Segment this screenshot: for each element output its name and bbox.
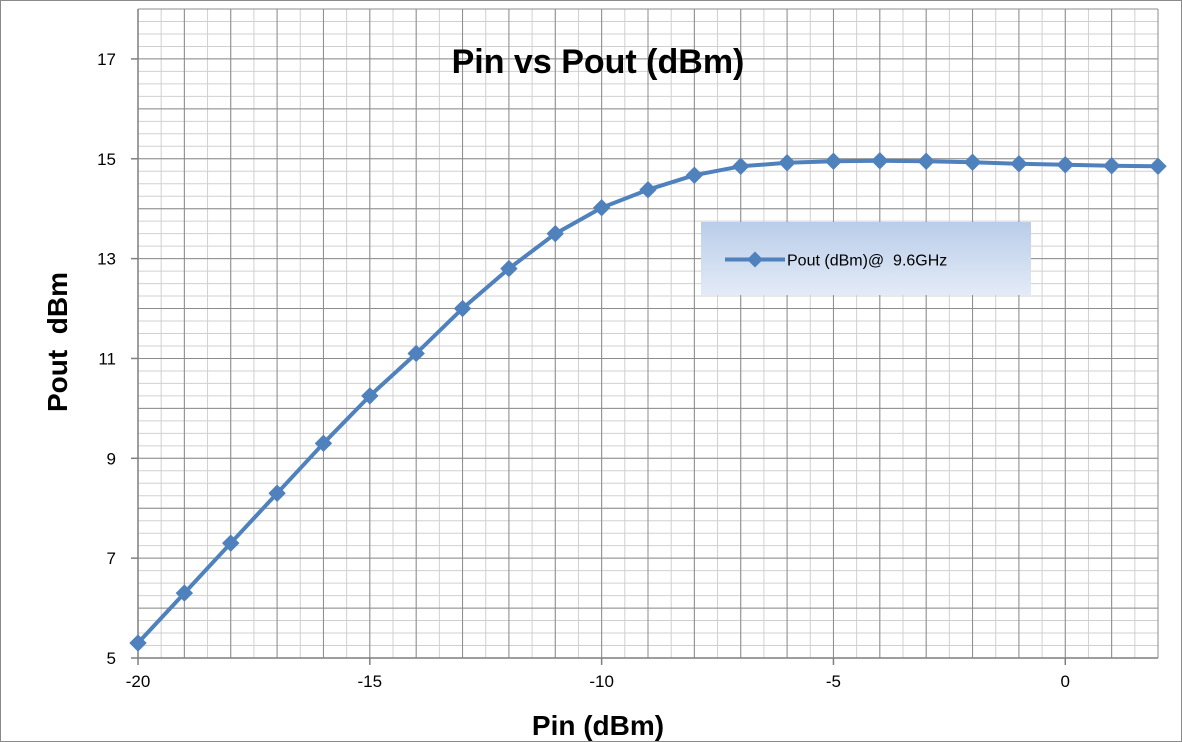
data-point-marker xyxy=(500,259,518,278)
data-point-marker xyxy=(824,152,843,170)
data-point-marker xyxy=(222,534,240,552)
tick-labels-layer: 5 7 9 11 13 15 17 -20 -15 -10 -5 0 xyxy=(97,50,1070,691)
legend-marker-swatch xyxy=(747,251,763,268)
data-point-marker xyxy=(314,434,333,453)
data-point-marker xyxy=(1056,156,1074,174)
legend: Pout (dBm)@ 9.6GHz xyxy=(701,222,1031,295)
axes-layer xyxy=(131,9,1158,665)
x-tick-label: -15 xyxy=(358,672,383,691)
data-point-marker xyxy=(871,152,889,170)
legend-label: Pout (dBm)@ 9.6GHz xyxy=(787,253,947,270)
x-tick-label: -5 xyxy=(826,672,841,691)
data-point-marker xyxy=(963,153,982,171)
y-axis-title: Pout dBm xyxy=(42,272,73,412)
data-point-marker xyxy=(129,634,147,652)
data-point-marker xyxy=(685,166,704,184)
data-point-marker xyxy=(1010,155,1028,173)
data-point-marker xyxy=(917,152,935,170)
data-point-marker xyxy=(546,224,564,243)
data-point-marker xyxy=(361,387,379,405)
y-tick-label: 11 xyxy=(98,349,116,368)
data-point-marker xyxy=(592,198,611,217)
y-tick-label: 15 xyxy=(97,150,116,169)
y-tick-label: 17 xyxy=(97,50,116,69)
x-tick-label: -10 xyxy=(589,672,614,691)
data-point-marker xyxy=(1149,157,1167,175)
series-layer xyxy=(129,152,1167,652)
x-axis-title: Pin (dBm) xyxy=(532,710,664,741)
data-point-marker xyxy=(778,154,796,172)
chart-title: Pin vs Pout (dBm) xyxy=(452,43,745,81)
x-tick-label: 0 xyxy=(1061,672,1070,691)
data-point-marker xyxy=(639,181,657,199)
y-tick-label: 13 xyxy=(97,250,116,269)
data-point-marker xyxy=(453,299,472,318)
data-point-marker xyxy=(268,484,286,502)
y-tick-label: 7 xyxy=(107,549,116,568)
grid-layer xyxy=(137,8,1159,659)
y-tick-label: 5 xyxy=(107,649,116,668)
data-point-marker xyxy=(1102,157,1121,175)
data-point-marker xyxy=(732,157,750,175)
x-tick-label: -20 xyxy=(126,672,151,691)
data-point-marker xyxy=(175,584,194,602)
data-point-marker xyxy=(407,344,425,363)
y-tick-label: 9 xyxy=(107,449,116,468)
